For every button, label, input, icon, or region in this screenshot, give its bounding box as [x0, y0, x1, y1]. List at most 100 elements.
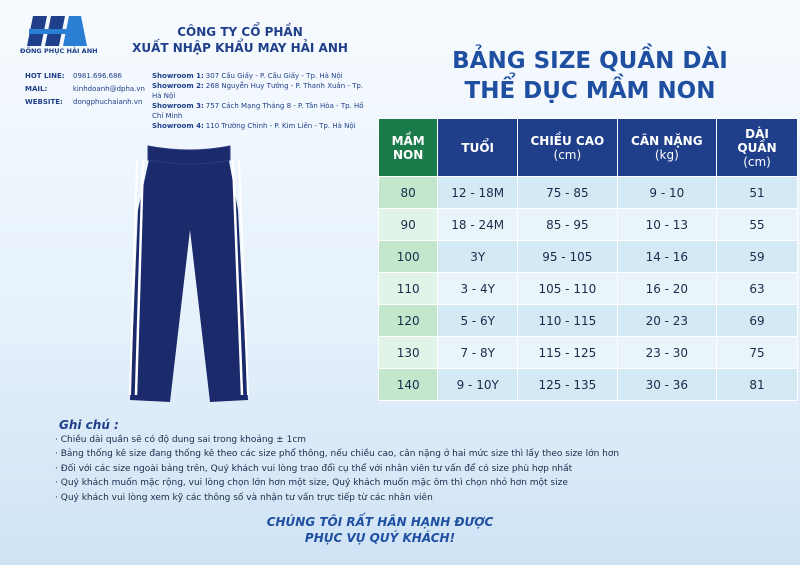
header-text: MẦM [391, 133, 425, 148]
header-text: NON [393, 147, 424, 162]
company-line: XUẤT NHẬP KHẨU MAY HẢI ANH [132, 41, 348, 55]
showroom-label: Showroom 3: [152, 102, 204, 110]
table-cell: 81 [716, 368, 798, 401]
table-cell: 75 - 85 [517, 176, 618, 209]
table-cell: 5 - 6Y [437, 304, 519, 337]
header-row: MẦM NON TUỔI CHIỀU CAO (cm) CÂN NẶNG (kg) DÀI QU… [377, 118, 798, 177]
note-text: Chiều dài quần sẽ có độ dung sai trong k… [60, 434, 307, 445]
table-row: 130 7 - 8Y 115 - 125 23 - 30 75 [377, 336, 798, 369]
size-cell: 80 [377, 176, 439, 209]
size-cell: 120 [377, 304, 439, 337]
contact: MAIL: kinhdoanh@dpha.vn [25, 84, 145, 94]
title-line: THỂ DỤC MẦM NON [464, 78, 716, 104]
note-item: · Bảng thống kê size đang thống kê theo … [55, 449, 620, 459]
table-cell: 18 - 24M [437, 208, 519, 241]
contact-value: 0981.696.686 [73, 72, 122, 80]
table-cell: 55 [716, 208, 798, 241]
table-cell: 63 [716, 272, 798, 305]
showroom: Showroom 1: 307 Cầu Giấy - P. Cầu Giấy - … [152, 71, 367, 81]
header-text: (kg) [654, 147, 679, 162]
table-cell: 30 - 36 [616, 368, 718, 401]
showroom-address: 307 Cầu Giấy - P. Cầu Giấy - Tp. Hà Nội [205, 72, 343, 80]
size-cell: 140 [377, 368, 439, 401]
table-cell: 115 - 125 [517, 336, 618, 369]
footer-line: CHÚNG TÔI RẤT HÂN HẠNH ĐƯỢC [266, 515, 494, 529]
showroom-label: Showroom 4: [152, 122, 204, 130]
brand: ĐỒNG PHỤC HẢI ANH [20, 47, 98, 55]
title-line: BẢNG SIZE QUẦN DÀI [452, 48, 728, 74]
contact: WEBSITE: dongphuchaianh.vn [25, 97, 145, 107]
showroom-address: 110 Trường Chinh - P. Kim Liên - Tp. Hà … [205, 122, 356, 130]
table-cell: 75 [716, 336, 798, 369]
note-text: Bảng thống kê size đang thống kê theo cá… [60, 449, 620, 459]
company-line: CÔNG TY CỔ PHẦN [177, 25, 303, 39]
note-item: · Chiều dài quần sẽ có độ dung sai trong… [55, 434, 307, 445]
size-table: MẦM NON TUỔI CHIỀU CAO (cm) CÂN NẶNG (kg) DÀI QU… [377, 118, 798, 401]
header-text: DÀI [745, 126, 769, 141]
header-cell: CHIỀU CAO (cm) [517, 118, 618, 177]
showroom: Showroom 2: 268 Nguyễn Huy Tưởng - P. Tha… [152, 81, 367, 101]
table-cell: 3 - 4Y [437, 272, 519, 305]
header-cell: DÀI QUẦN (cm) [716, 118, 798, 177]
table-cell: 105 - 110 [517, 272, 618, 305]
header-text: CHIỀU CAO [530, 133, 605, 148]
header-text: TUỔI [461, 140, 495, 155]
header-cell: CÂN NẶNG (kg) [616, 118, 718, 177]
table-cell: 14 - 16 [616, 240, 718, 273]
table-cell: 9 - 10 [616, 176, 718, 209]
contact-label: MAIL: [25, 85, 48, 93]
header-cell: MẦM NON [377, 118, 439, 177]
contact-label: WEBSITE: [25, 98, 63, 106]
showrooms: Showroom 1: 307 Cầu Giấy - P. Cầu Giấy - … [152, 71, 367, 131]
contacts: HOT LINE: 0981.696.686 MAIL: kinhdoanh@dpha… [25, 71, 145, 110]
table-cell: 23 - 30 [616, 336, 718, 369]
table-cell: 3Y [437, 240, 519, 273]
contact-value: dongphuchaianh.vn [73, 98, 143, 106]
pants-illustration [129, 145, 249, 402]
table-cell: 7 - 8Y [437, 336, 519, 369]
contact-value: kinhdoanh@dpha.vn [72, 85, 145, 93]
header-cell: TUỔI [437, 118, 519, 177]
note-item: · Quý khách vui lòng xem kỹ các thông số… [55, 492, 433, 503]
showroom: Showroom 3: 757 Cách Mạng Tháng 8 - P. Tâ… [152, 101, 367, 121]
table-cell: 51 [716, 176, 798, 209]
note-item: · Quý khách muốn mặc rộng, vui lòng chọn… [55, 478, 568, 488]
table-cell: 59 [716, 240, 798, 273]
table-cell: 110 - 115 [517, 304, 618, 337]
note-text: Quý khách vui lòng xem kỹ các thông số v… [60, 492, 433, 503]
table-row: 110 3 - 4Y 105 - 110 16 - 20 63 [377, 272, 798, 305]
notes: Ghi chú : · Chiều dài quần sẽ có độ dung … [55, 418, 795, 505]
table-cell: 9 - 10Y [437, 368, 519, 401]
contact-label: HOT LINE: [25, 72, 65, 80]
header-text: (cm) [553, 147, 582, 162]
table-row: 140 9 - 10Y 125 - 135 30 - 36 81 [377, 368, 798, 401]
logo [27, 16, 87, 46]
table-cell: 95 - 105 [517, 240, 618, 273]
table-row: 120 5 - 6Y 110 - 115 20 - 23 69 [377, 304, 798, 337]
table-cell: 12 - 18M [437, 176, 519, 209]
header-text: QUẦN [737, 140, 777, 155]
showroom-address: 757 Cách Mạng Tháng 8 - P. Tân Hòa - Tp.… [152, 102, 364, 120]
table-cell: 85 - 95 [517, 208, 618, 241]
size-cell: 100 [377, 240, 439, 273]
header-text: CÂN NẶNG [631, 133, 703, 148]
contact: HOT LINE: 0981.696.686 [25, 71, 145, 81]
size-cell: 90 [377, 208, 439, 241]
note-text: Quý khách muốn mặc rộng, vui lòng chọn l… [60, 478, 568, 488]
showroom-label: Showroom 1: [152, 72, 204, 80]
showroom: Showroom 4: 110 Trường Chinh - P. Kim Liê… [152, 121, 367, 131]
showroom-label: Showroom 2: [152, 82, 204, 90]
table-cell: 69 [716, 304, 798, 337]
note-text: Đối với các size ngoài bảng trên, Quý kh… [60, 463, 573, 474]
table-row: 80 12 - 18M 75 - 85 9 - 10 51 [377, 176, 798, 209]
showroom-address: 268 Nguyễn Huy Tưởng - P. Thanh Xuân - T… [152, 82, 364, 100]
size-cell: 110 [377, 272, 439, 305]
table-cell: 125 - 135 [517, 368, 618, 401]
header-text: (cm) [743, 154, 771, 169]
size-cell: 130 [377, 336, 439, 369]
table-cell: 16 - 20 [616, 272, 718, 305]
table-row: 90 18 - 24M 85 - 95 10 - 13 55 [377, 208, 798, 241]
table-cell: 10 - 13 [616, 208, 718, 241]
footer-line: PHỤC VỤ QUÝ KHÁCH! [304, 531, 456, 545]
